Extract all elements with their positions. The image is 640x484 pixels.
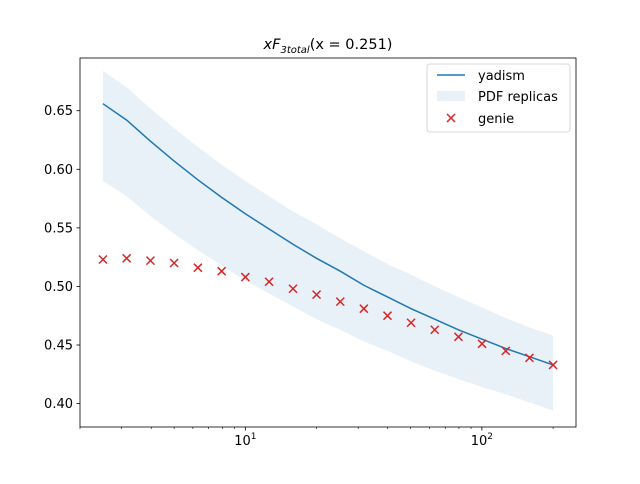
legend-pdf-replicas-swatch bbox=[437, 91, 465, 101]
y-tick-label: 0.55 bbox=[44, 221, 73, 236]
y-tick-label: 0.45 bbox=[44, 339, 73, 354]
genie-point bbox=[382, 311, 393, 321]
y-tick-label: 0.50 bbox=[44, 280, 73, 295]
genie-point bbox=[264, 277, 274, 287]
pdf-replicas-band-layer bbox=[102, 70, 554, 411]
genie-point bbox=[501, 346, 511, 356]
genie-point bbox=[288, 284, 298, 294]
genie-point bbox=[406, 318, 416, 328]
legend: yadism PDF replicas genie bbox=[426, 63, 571, 133]
legend-genie-label: genie bbox=[478, 112, 514, 127]
genie-point bbox=[145, 256, 155, 266]
genie-point bbox=[430, 325, 440, 335]
genie-point bbox=[359, 304, 369, 314]
yadism-line bbox=[102, 103, 554, 366]
legend-genie-swatch bbox=[446, 113, 456, 123]
legend-yadism-label: yadism bbox=[478, 69, 525, 84]
y-tick-label: 0.65 bbox=[44, 104, 73, 119]
genie-point bbox=[169, 258, 179, 268]
y-tick-label: 0.40 bbox=[44, 397, 73, 412]
genie-point bbox=[193, 263, 203, 273]
genie-point bbox=[240, 272, 250, 282]
x-tick-label: 102 bbox=[471, 432, 493, 449]
pdf-replicas-band bbox=[102, 70, 554, 411]
plot-frame bbox=[79, 57, 577, 428]
y-tick-label: 0.60 bbox=[44, 163, 73, 178]
genie-point bbox=[217, 266, 227, 276]
yadism-line-layer bbox=[102, 103, 554, 366]
x-axis: 101 102 bbox=[79, 427, 554, 449]
genie-point bbox=[524, 353, 534, 363]
genie-point bbox=[335, 297, 345, 307]
genie-point bbox=[122, 253, 132, 263]
genie-point bbox=[312, 290, 322, 300]
chart-title: xF3total(x = 0.251) bbox=[263, 37, 393, 56]
genie-point bbox=[98, 254, 108, 265]
genie-point bbox=[453, 332, 463, 342]
legend-box bbox=[426, 63, 571, 133]
y-axis: 0.40 0.45 0.50 0.55 0.60 0.65 bbox=[44, 104, 80, 412]
x-tick-label: 101 bbox=[234, 432, 256, 449]
legend-pdf-replicas-label: PDF replicas bbox=[478, 90, 558, 105]
genie-markers-layer bbox=[98, 253, 558, 370]
genie-point bbox=[548, 360, 558, 370]
genie-point bbox=[477, 339, 487, 349]
